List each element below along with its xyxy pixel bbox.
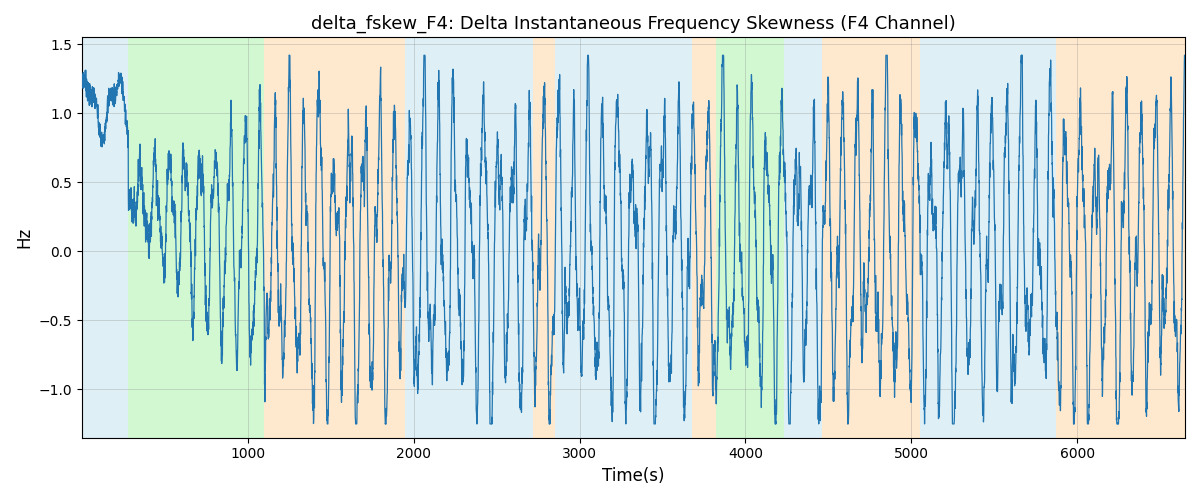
X-axis label: Time(s): Time(s) — [602, 467, 665, 485]
Bar — [692, 38, 715, 438]
Y-axis label: Hz: Hz — [14, 227, 32, 248]
Bar — [784, 38, 822, 438]
Bar — [1056, 38, 1186, 438]
Bar — [715, 38, 784, 438]
Bar — [264, 38, 406, 438]
Bar — [919, 38, 1032, 438]
Bar — [822, 38, 919, 438]
Bar — [554, 38, 692, 438]
Bar — [128, 38, 264, 438]
Title: delta_fskew_F4: Delta Instantaneous Frequency Skewness (F4 Channel): delta_fskew_F4: Delta Instantaneous Freq… — [311, 15, 956, 34]
Bar — [82, 38, 128, 438]
Bar — [406, 38, 533, 438]
Bar — [533, 38, 554, 438]
Bar — [1032, 38, 1056, 438]
